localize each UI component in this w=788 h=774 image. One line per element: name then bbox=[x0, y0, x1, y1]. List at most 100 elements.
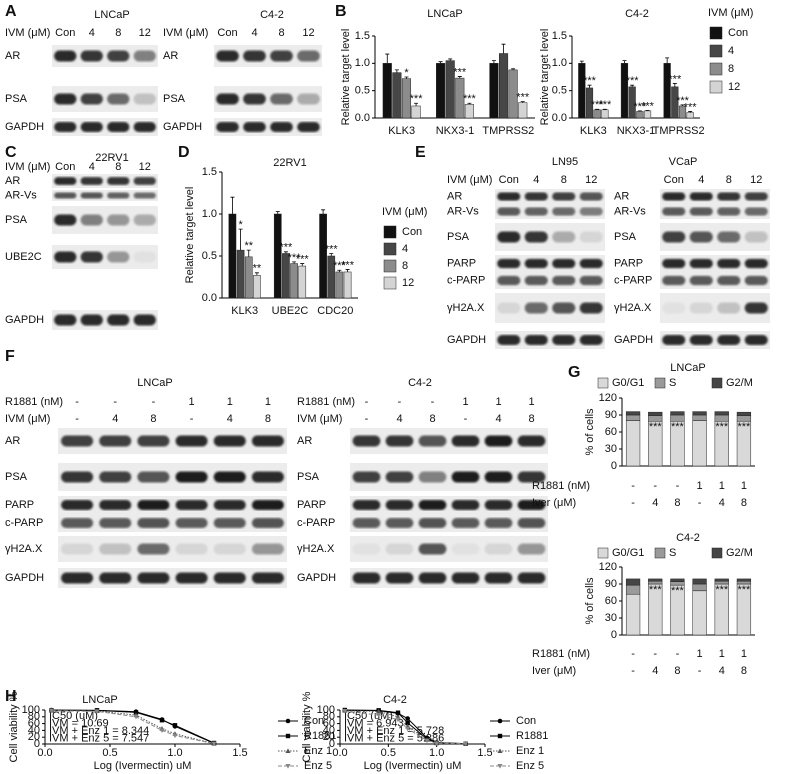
blot-strip bbox=[52, 190, 158, 201]
blot-band bbox=[99, 500, 132, 510]
blot-strip bbox=[214, 118, 322, 136]
condition-value: 4 bbox=[89, 27, 95, 39]
blot-band bbox=[517, 471, 546, 483]
y-tick-label: 60 bbox=[28, 718, 40, 730]
blot-band bbox=[213, 500, 246, 510]
band-label: PSA bbox=[447, 231, 470, 243]
condition-value: - bbox=[75, 413, 79, 425]
condition-label: IVM (μM) bbox=[5, 161, 50, 173]
annotation: IVM = 10.69 bbox=[49, 717, 109, 729]
chart-title: LNCaP bbox=[82, 694, 117, 706]
blot-band bbox=[213, 435, 246, 447]
legend-swatch bbox=[383, 225, 397, 239]
blot-band bbox=[717, 335, 741, 345]
blot-band bbox=[80, 314, 103, 326]
annotation: IVM + Enz 1 = 8.344 bbox=[49, 725, 149, 737]
blot-title: C4-2 bbox=[260, 9, 284, 21]
chart-title: C4-2 bbox=[625, 8, 649, 20]
blot-band bbox=[54, 192, 77, 199]
blot-band bbox=[689, 302, 713, 314]
blot-band bbox=[517, 543, 546, 555]
band-label: c-PARP bbox=[297, 517, 335, 529]
bar bbox=[686, 112, 694, 119]
y-tick-label: 40 bbox=[323, 724, 335, 736]
condition-value: 8 bbox=[561, 174, 567, 186]
condition-value: - bbox=[464, 413, 468, 425]
blot-band bbox=[662, 275, 686, 286]
blot-band bbox=[80, 93, 103, 105]
significance: *** bbox=[641, 100, 655, 112]
band-label: PARP bbox=[5, 499, 34, 511]
blot-band bbox=[80, 177, 103, 185]
significance: *** bbox=[649, 584, 663, 596]
condition-value: 1 bbox=[227, 396, 233, 408]
blot-title: LN95 bbox=[552, 156, 578, 168]
bar-segment bbox=[714, 411, 729, 416]
blot-band bbox=[744, 275, 768, 286]
marker bbox=[159, 728, 165, 733]
blot-band bbox=[133, 177, 156, 185]
y-tick-label: 0 bbox=[329, 738, 335, 750]
condition-value: 4 bbox=[652, 665, 658, 677]
blot-band bbox=[251, 572, 284, 584]
significance: *** bbox=[684, 101, 698, 113]
condition-value: - bbox=[653, 480, 657, 492]
blot-band bbox=[385, 572, 414, 584]
condition-value: 8 bbox=[115, 161, 121, 173]
legend-swatch bbox=[597, 377, 609, 389]
blot-strip bbox=[52, 174, 158, 188]
blot-band bbox=[689, 207, 713, 216]
condition-value: 1 bbox=[697, 648, 703, 660]
blot-band bbox=[517, 572, 546, 584]
blot-band bbox=[61, 435, 94, 447]
marker bbox=[376, 713, 382, 718]
blot-band bbox=[662, 302, 686, 314]
blot-band bbox=[54, 50, 77, 62]
bar bbox=[455, 77, 465, 119]
blot-band bbox=[579, 335, 603, 345]
bar bbox=[273, 213, 282, 299]
blot-band bbox=[717, 258, 741, 269]
panel-label: B bbox=[335, 3, 347, 20]
blot-band bbox=[175, 543, 208, 555]
condition-value: 8 bbox=[265, 413, 271, 425]
legend-label: G2/M bbox=[726, 377, 753, 389]
condition-value: - bbox=[152, 396, 156, 408]
blot-band bbox=[517, 518, 546, 528]
blot-band bbox=[133, 251, 156, 263]
condition-value: 4 bbox=[396, 413, 402, 425]
blot-band bbox=[243, 93, 266, 105]
blot-band bbox=[517, 435, 546, 447]
condition-value: 1 bbox=[495, 396, 501, 408]
condition-value: 1 bbox=[741, 648, 747, 660]
band-label: PARP bbox=[447, 257, 476, 269]
condition-value: 4 bbox=[719, 497, 725, 509]
significance: *** bbox=[668, 73, 682, 85]
y-tick-label: 20 bbox=[323, 731, 335, 743]
condition-label: Iver (μM) bbox=[532, 665, 576, 677]
condition-value: 8 bbox=[150, 413, 156, 425]
blot-band bbox=[385, 543, 414, 555]
y-tick-label: 1.0 bbox=[552, 57, 567, 69]
blot-band bbox=[107, 50, 130, 62]
blot-band bbox=[579, 231, 603, 243]
y-tick-label: 0 bbox=[611, 460, 617, 472]
x-tick-label: 1.5 bbox=[477, 747, 492, 759]
y-tick-label: 40 bbox=[28, 724, 40, 736]
condition-value: 1 bbox=[528, 396, 534, 408]
blot-band bbox=[54, 93, 77, 105]
x-tick-label: 0.0 bbox=[37, 747, 52, 759]
blot-band bbox=[497, 302, 521, 314]
bar-segment bbox=[692, 583, 707, 592]
blot-band bbox=[99, 518, 132, 528]
bar bbox=[518, 102, 528, 119]
bar-segment bbox=[670, 411, 685, 416]
blot-band bbox=[352, 572, 381, 584]
legend-swatch bbox=[383, 276, 397, 290]
condition-label: IVM (μM) bbox=[447, 174, 492, 186]
legend-label: 12 bbox=[728, 81, 740, 93]
blot-band bbox=[579, 258, 603, 269]
y-tick-label: 90 bbox=[605, 409, 617, 421]
significance: *** bbox=[516, 92, 530, 104]
condition-label: Iver (μM) bbox=[532, 497, 576, 509]
